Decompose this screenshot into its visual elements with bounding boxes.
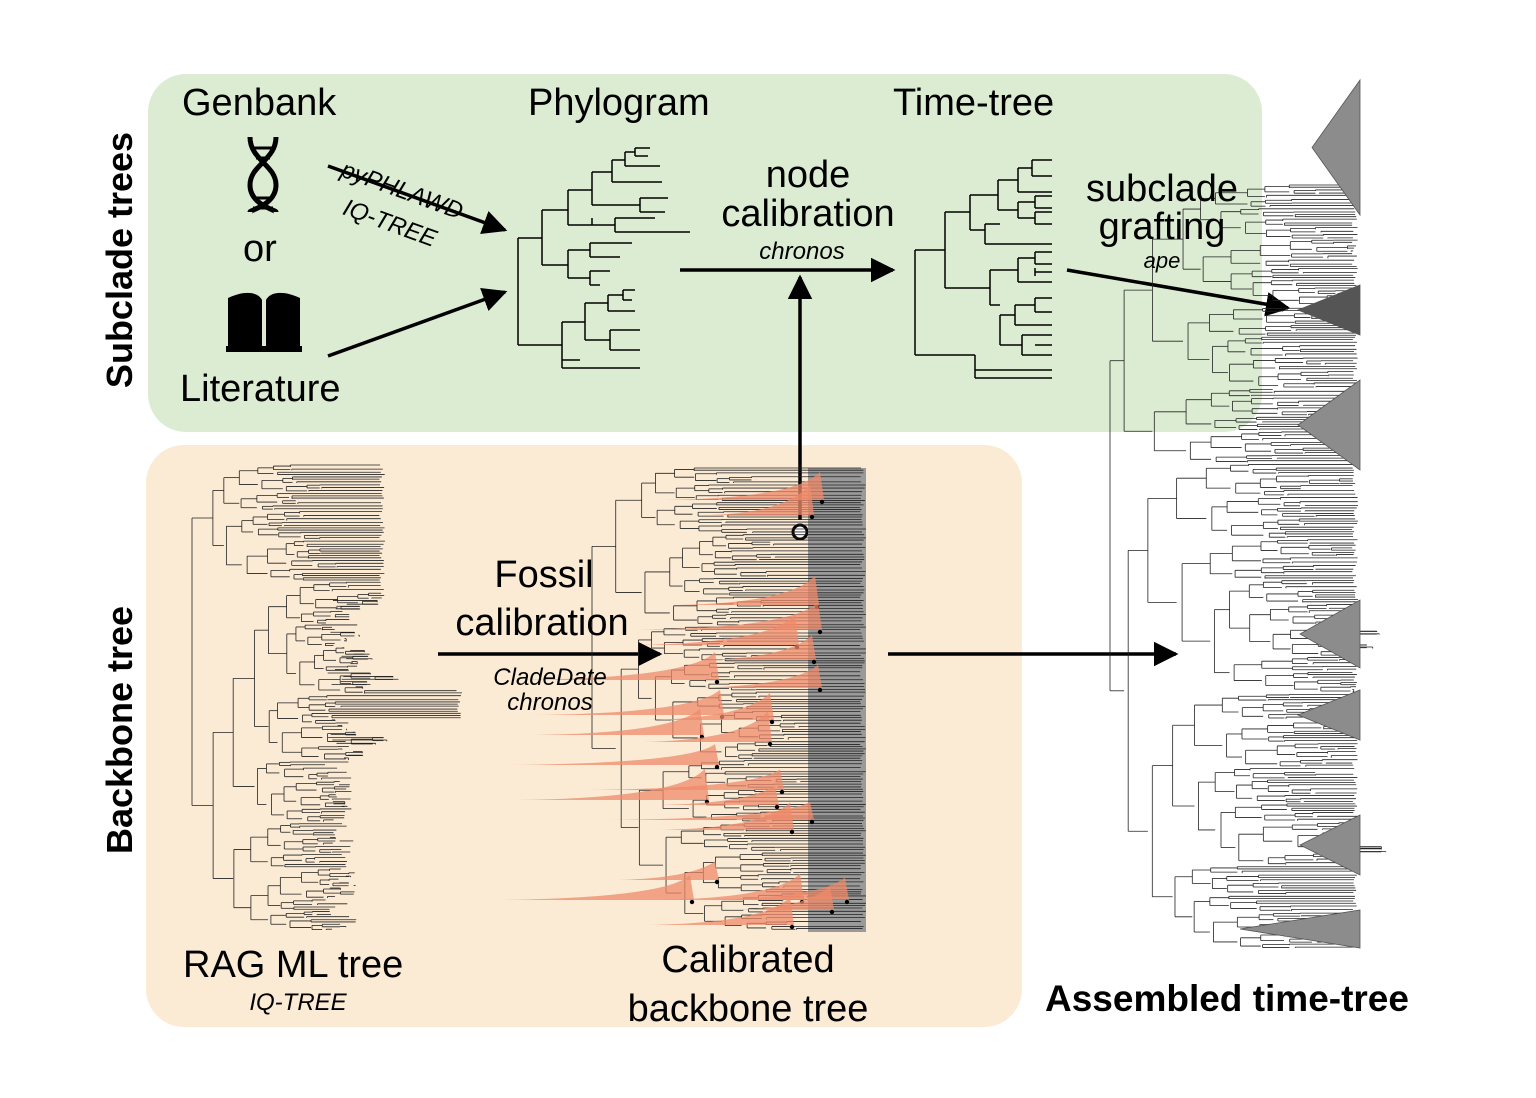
dna-icon (247, 136, 279, 215)
arrows (327, 164, 1291, 667)
arrow-genbank-to-phylogram (327, 164, 508, 235)
rag-ml-tree (191, 464, 462, 930)
ape-tool-label: ape (1143, 248, 1181, 273)
node-calibration-line2: calibration (721, 193, 895, 235)
phylogram-label: Phylogram (528, 82, 710, 124)
genbank-label: Genbank (182, 82, 337, 124)
calibrated-label-line1: Calibrated (661, 939, 835, 981)
or-label: or (243, 228, 277, 270)
subclade-panel (148, 74, 1262, 432)
rag-ml-tree-label: RAG ML tree (183, 944, 404, 986)
calibrated-tips-block (808, 468, 866, 932)
backbone-section-label: Backbone tree (99, 605, 140, 855)
calibration-densities (496, 472, 850, 930)
literature-label: Literature (180, 368, 341, 410)
arrow-literature-to-phylogram (327, 287, 508, 358)
fossil-calibration-line2: calibration (455, 602, 629, 644)
backbone-panel (146, 445, 1022, 1027)
phylogram-tree (517, 147, 690, 369)
calibrated-label-line2: backbone tree (627, 988, 869, 1030)
subclade-section-label: Subclade trees (99, 131, 140, 389)
timetree-tree (914, 159, 1052, 379)
grafting-line1: subclade (1085, 168, 1239, 210)
node-calibration-line1: node (765, 154, 851, 196)
chronos-backbone-tool-label: chronos (507, 689, 593, 716)
timetree-label: Time-tree (893, 82, 1055, 124)
assembled-timetree-label: Assembled time-tree (1045, 978, 1409, 1019)
collapsed-subclades (1239, 78, 1361, 949)
book-icon (226, 292, 302, 352)
grafting-line2: grafting (1098, 206, 1226, 248)
chronos-tool-label: chronos (759, 238, 845, 265)
rag-iqtree-tool-label: IQ-TREE (249, 989, 347, 1016)
arrow-timetree-to-assembled (1066, 268, 1291, 317)
fossil-calibration-line1: Fossil (494, 554, 594, 596)
cladedate-tool-label: CladeDate (493, 664, 607, 691)
